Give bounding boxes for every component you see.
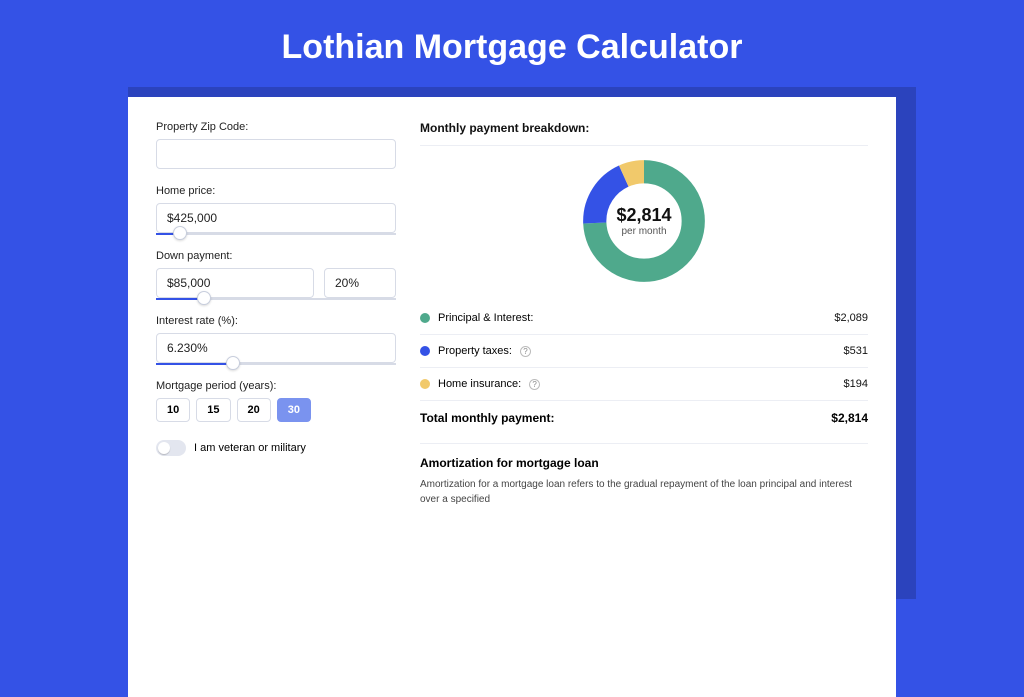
info-icon[interactable]: ? (529, 379, 540, 390)
down-percent-input[interactable] (324, 268, 396, 298)
amortization-text: Amortization for a mortgage loan refers … (420, 478, 868, 507)
legend-label: Home insurance: (438, 378, 521, 390)
zip-label: Property Zip Code: (156, 121, 396, 133)
amortization-title: Amortization for mortgage loan (420, 443, 868, 478)
legend-row: Principal & Interest: $2,089 (420, 302, 868, 335)
total-label: Total monthly payment: (420, 411, 554, 425)
legend-value: $2,089 (834, 312, 868, 324)
breakdown-title: Monthly payment breakdown: (420, 121, 868, 145)
interest-rate-input[interactable] (156, 333, 396, 363)
veteran-toggle[interactable] (156, 440, 186, 456)
legend-value: $531 (844, 345, 868, 357)
period-button-30[interactable]: 30 (277, 398, 311, 422)
interest-rate-slider[interactable] (156, 362, 396, 366)
legend-row: Property taxes:? $531 (420, 335, 868, 368)
total-value: $2,814 (831, 411, 868, 425)
period-button-10[interactable]: 10 (156, 398, 190, 422)
donut-chart: $2,814 per month (579, 156, 709, 286)
down-payment-label: Down payment: (156, 250, 396, 262)
period-button-20[interactable]: 20 (237, 398, 271, 422)
card-shadow: Property Zip Code: Home price: Down paym… (128, 87, 916, 599)
period-button-15[interactable]: 15 (196, 398, 230, 422)
home-price-label: Home price: (156, 185, 396, 197)
mortgage-period-group: 1015 2030 (156, 398, 396, 422)
zip-input[interactable] (156, 139, 396, 169)
inputs-column: Property Zip Code: Home price: Down paym… (156, 121, 396, 673)
interest-rate-label: Interest rate (%): (156, 315, 396, 327)
info-icon[interactable]: ? (520, 346, 531, 357)
divider (420, 145, 868, 146)
home-price-slider[interactable] (156, 232, 396, 236)
legend-dot (420, 379, 430, 389)
legend-label: Property taxes: (438, 345, 512, 357)
donut-sub: per month (621, 226, 666, 237)
legend-row: Home insurance:? $194 (420, 368, 868, 401)
legend-dot (420, 346, 430, 356)
veteran-label: I am veteran or military (194, 442, 306, 454)
breakdown-column: Monthly payment breakdown: $2,814 per mo… (420, 121, 868, 673)
donut-chart-wrap: $2,814 per month (420, 156, 868, 286)
down-payment-slider[interactable] (156, 297, 396, 301)
mortgage-period-label: Mortgage period (years): (156, 380, 396, 392)
page-title: Lothian Mortgage Calculator (0, 0, 1024, 87)
legend: Principal & Interest: $2,089 Property taxe… (420, 302, 868, 401)
down-amount-input[interactable] (156, 268, 314, 298)
legend-label: Principal & Interest: (438, 312, 533, 324)
calculator-card: Property Zip Code: Home price: Down paym… (128, 97, 896, 697)
legend-dot (420, 313, 430, 323)
legend-value: $194 (844, 378, 868, 390)
donut-total: $2,814 (616, 205, 671, 226)
home-price-input[interactable] (156, 203, 396, 233)
